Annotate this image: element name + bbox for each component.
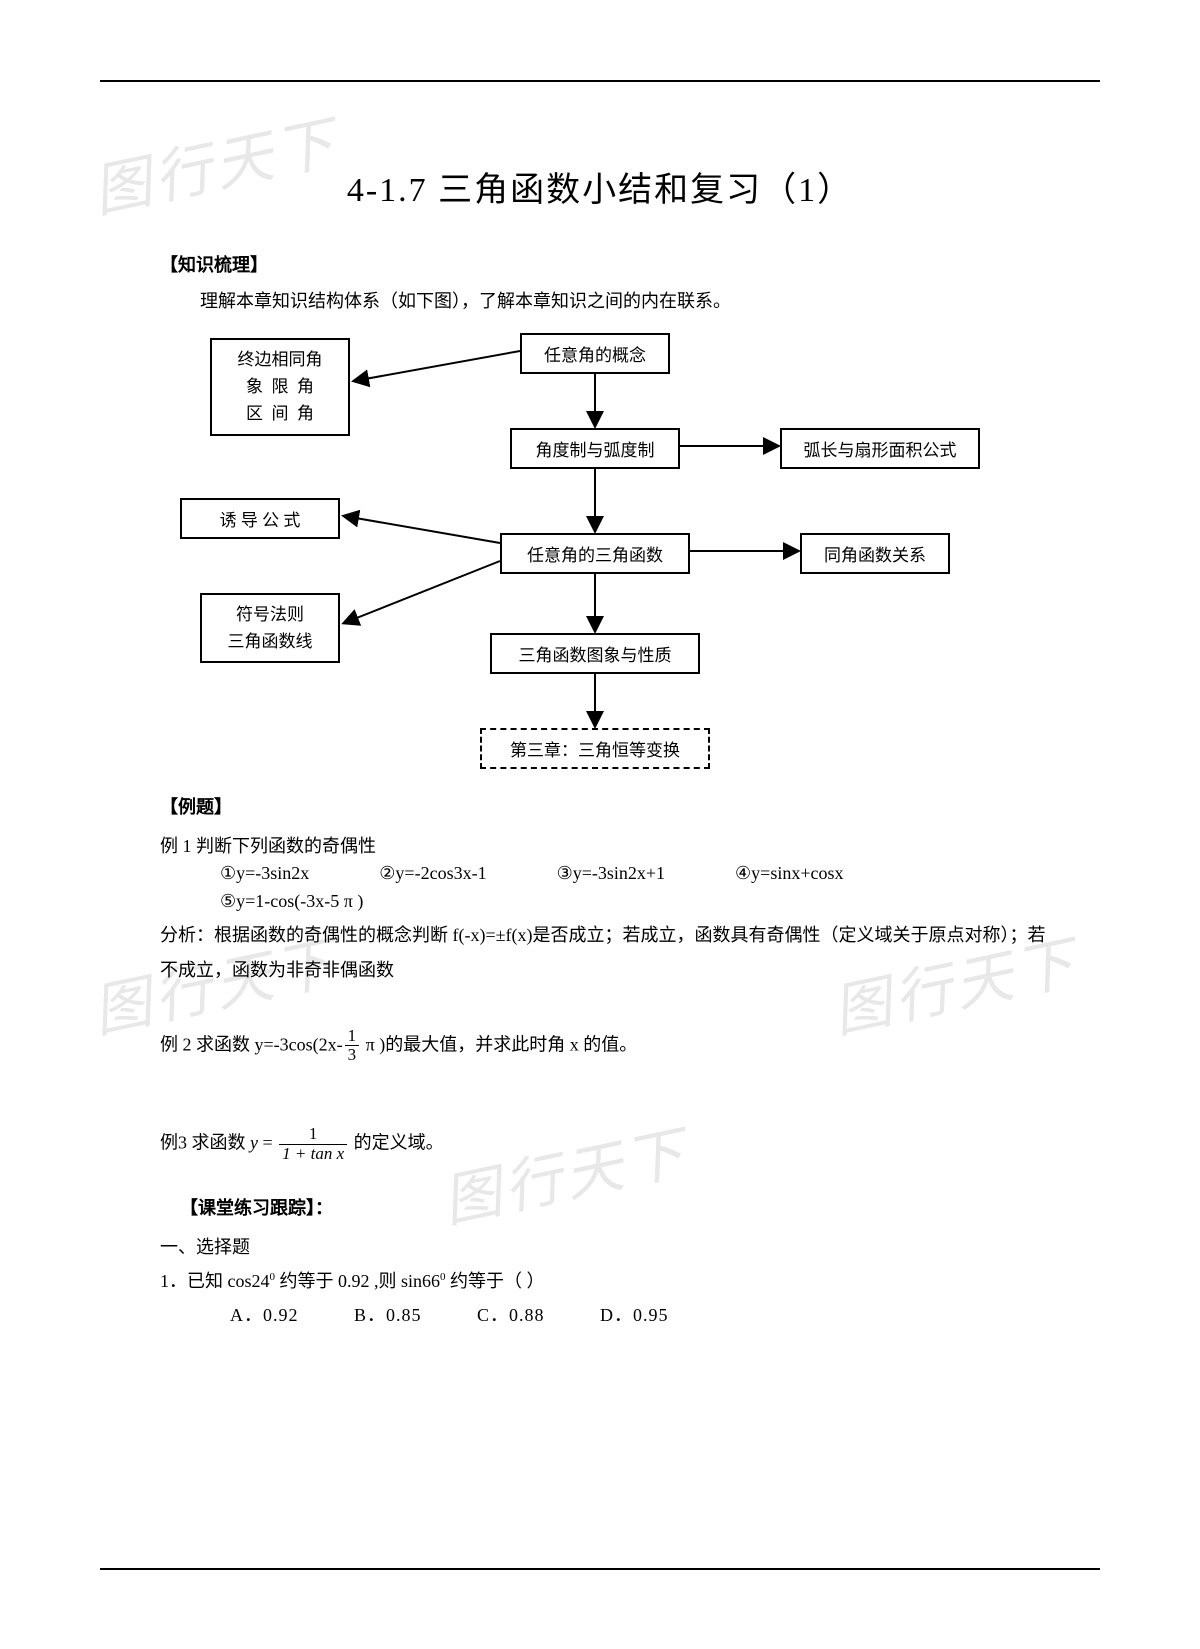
q1-option-c: C．0.88 [477, 1298, 545, 1332]
example1-analysis: 分析：根据函数的奇偶性的概念判断 f(-x)=±f(x)是否成立；若成立，函数具… [160, 918, 1060, 986]
section-intro-text: 理解本章知识结构体系（如下图），了解本章知识之间的内在联系。 [200, 287, 1060, 313]
q1-option-d: D．0.95 [600, 1298, 669, 1332]
document-page: 4-1.7 三角函数小结和复习（1） 【知识梳理】 理解本章知识结构体系（如下图… [100, 80, 1100, 1570]
q1-option-b: B．0.85 [354, 1298, 422, 1332]
node-degree-radian: 角度制与弧度制 [510, 428, 680, 469]
example2-post: π )的最大值，并求此时角 x 的值。 [361, 1034, 637, 1054]
q1-option-a: A．0.92 [230, 1298, 299, 1332]
frac-num: 1 [279, 1125, 347, 1145]
node-sign-rules: 符号法则 三角函数线 [200, 593, 340, 663]
node-any-angle-concept: 任意角的概念 [520, 333, 670, 374]
example1-item5: ⑤y=1-cos(-3x-5 π ) [220, 884, 1060, 918]
example1-item2: ②y=-2cos3x-1 [379, 863, 486, 884]
node-trig-functions: 任意角的三角函数 [500, 533, 690, 574]
node-angle-types: 终边相同角 象 限 角 区 间 角 [210, 338, 350, 436]
example3-eq: = [258, 1132, 277, 1152]
node-chapter3-identities: 第三章：三角恒等变换 [480, 728, 710, 769]
fraction-1-3: 13 [345, 1027, 360, 1065]
frac-num: 1 [345, 1027, 360, 1047]
frac-den: 1 + tan x [279, 1145, 347, 1164]
fraction-1-over-1plus-tanx: 11 + tan x [279, 1125, 347, 1163]
node-arc-sector: 弧长与扇形面积公式 [780, 428, 980, 469]
section-knowledge-label: 【知识梳理】 [160, 251, 1060, 277]
q1-post: 约等于（ ） [446, 1271, 545, 1291]
example1-prompt: 例 1 判断下列函数的奇偶性 [160, 829, 1060, 863]
example3-post: 的定义域。 [349, 1132, 444, 1152]
node-graph-properties: 三角函数图象与性质 [490, 633, 700, 674]
example3-text: 例3 求函数 y = 11 + tan x 的定义域。 [160, 1125, 1060, 1163]
section-examples-label: 【例题】 [160, 793, 1060, 819]
example3-pre: 例3 求函数 [160, 1132, 250, 1152]
example3-y: y [250, 1132, 258, 1152]
practice-q1-options: A．0.92 B．0.85 C．0.88 D．0.95 [230, 1298, 1060, 1332]
practice-q1: 1．已知 cos240 约等于 0.92 ,则 sin660 约等于（ ） [160, 1264, 1060, 1298]
frac-den: 3 [345, 1046, 360, 1065]
example1-item3: ③y=-3sin2x+1 [557, 863, 665, 884]
example2-pre: 例 2 求函数 y=-3cos(2x- [160, 1034, 343, 1054]
section-practice-label: 【课堂练习跟踪】： [180, 1194, 1060, 1220]
q1-mid: 约等于 0.92 ,则 sin66 [275, 1271, 440, 1291]
node-same-angle: 同角函数关系 [800, 533, 950, 574]
example2-text: 例 2 求函数 y=-3cos(2x-13 π )的最大值，并求此时角 x 的值… [160, 1027, 1060, 1065]
knowledge-flowchart: 任意角的概念 终边相同角 象 限 角 区 间 角 角度制与弧度制 弧长与扇形面积… [150, 333, 1050, 763]
practice-part-label: 一、选择题 [160, 1230, 1060, 1264]
example1-item4: ④y=sinx+cosx [735, 863, 843, 884]
example1-items-row1: ①y=-3sin2x ②y=-2cos3x-1 ③y=-3sin2x+1 ④y=… [220, 863, 1060, 884]
page-title: 4-1.7 三角函数小结和复习（1） [140, 162, 1060, 211]
q1-pre: 1．已知 cos24 [160, 1271, 270, 1291]
node-induction-formula: 诱 导 公 式 [180, 498, 340, 539]
example1-item1: ①y=-3sin2x [220, 863, 309, 884]
